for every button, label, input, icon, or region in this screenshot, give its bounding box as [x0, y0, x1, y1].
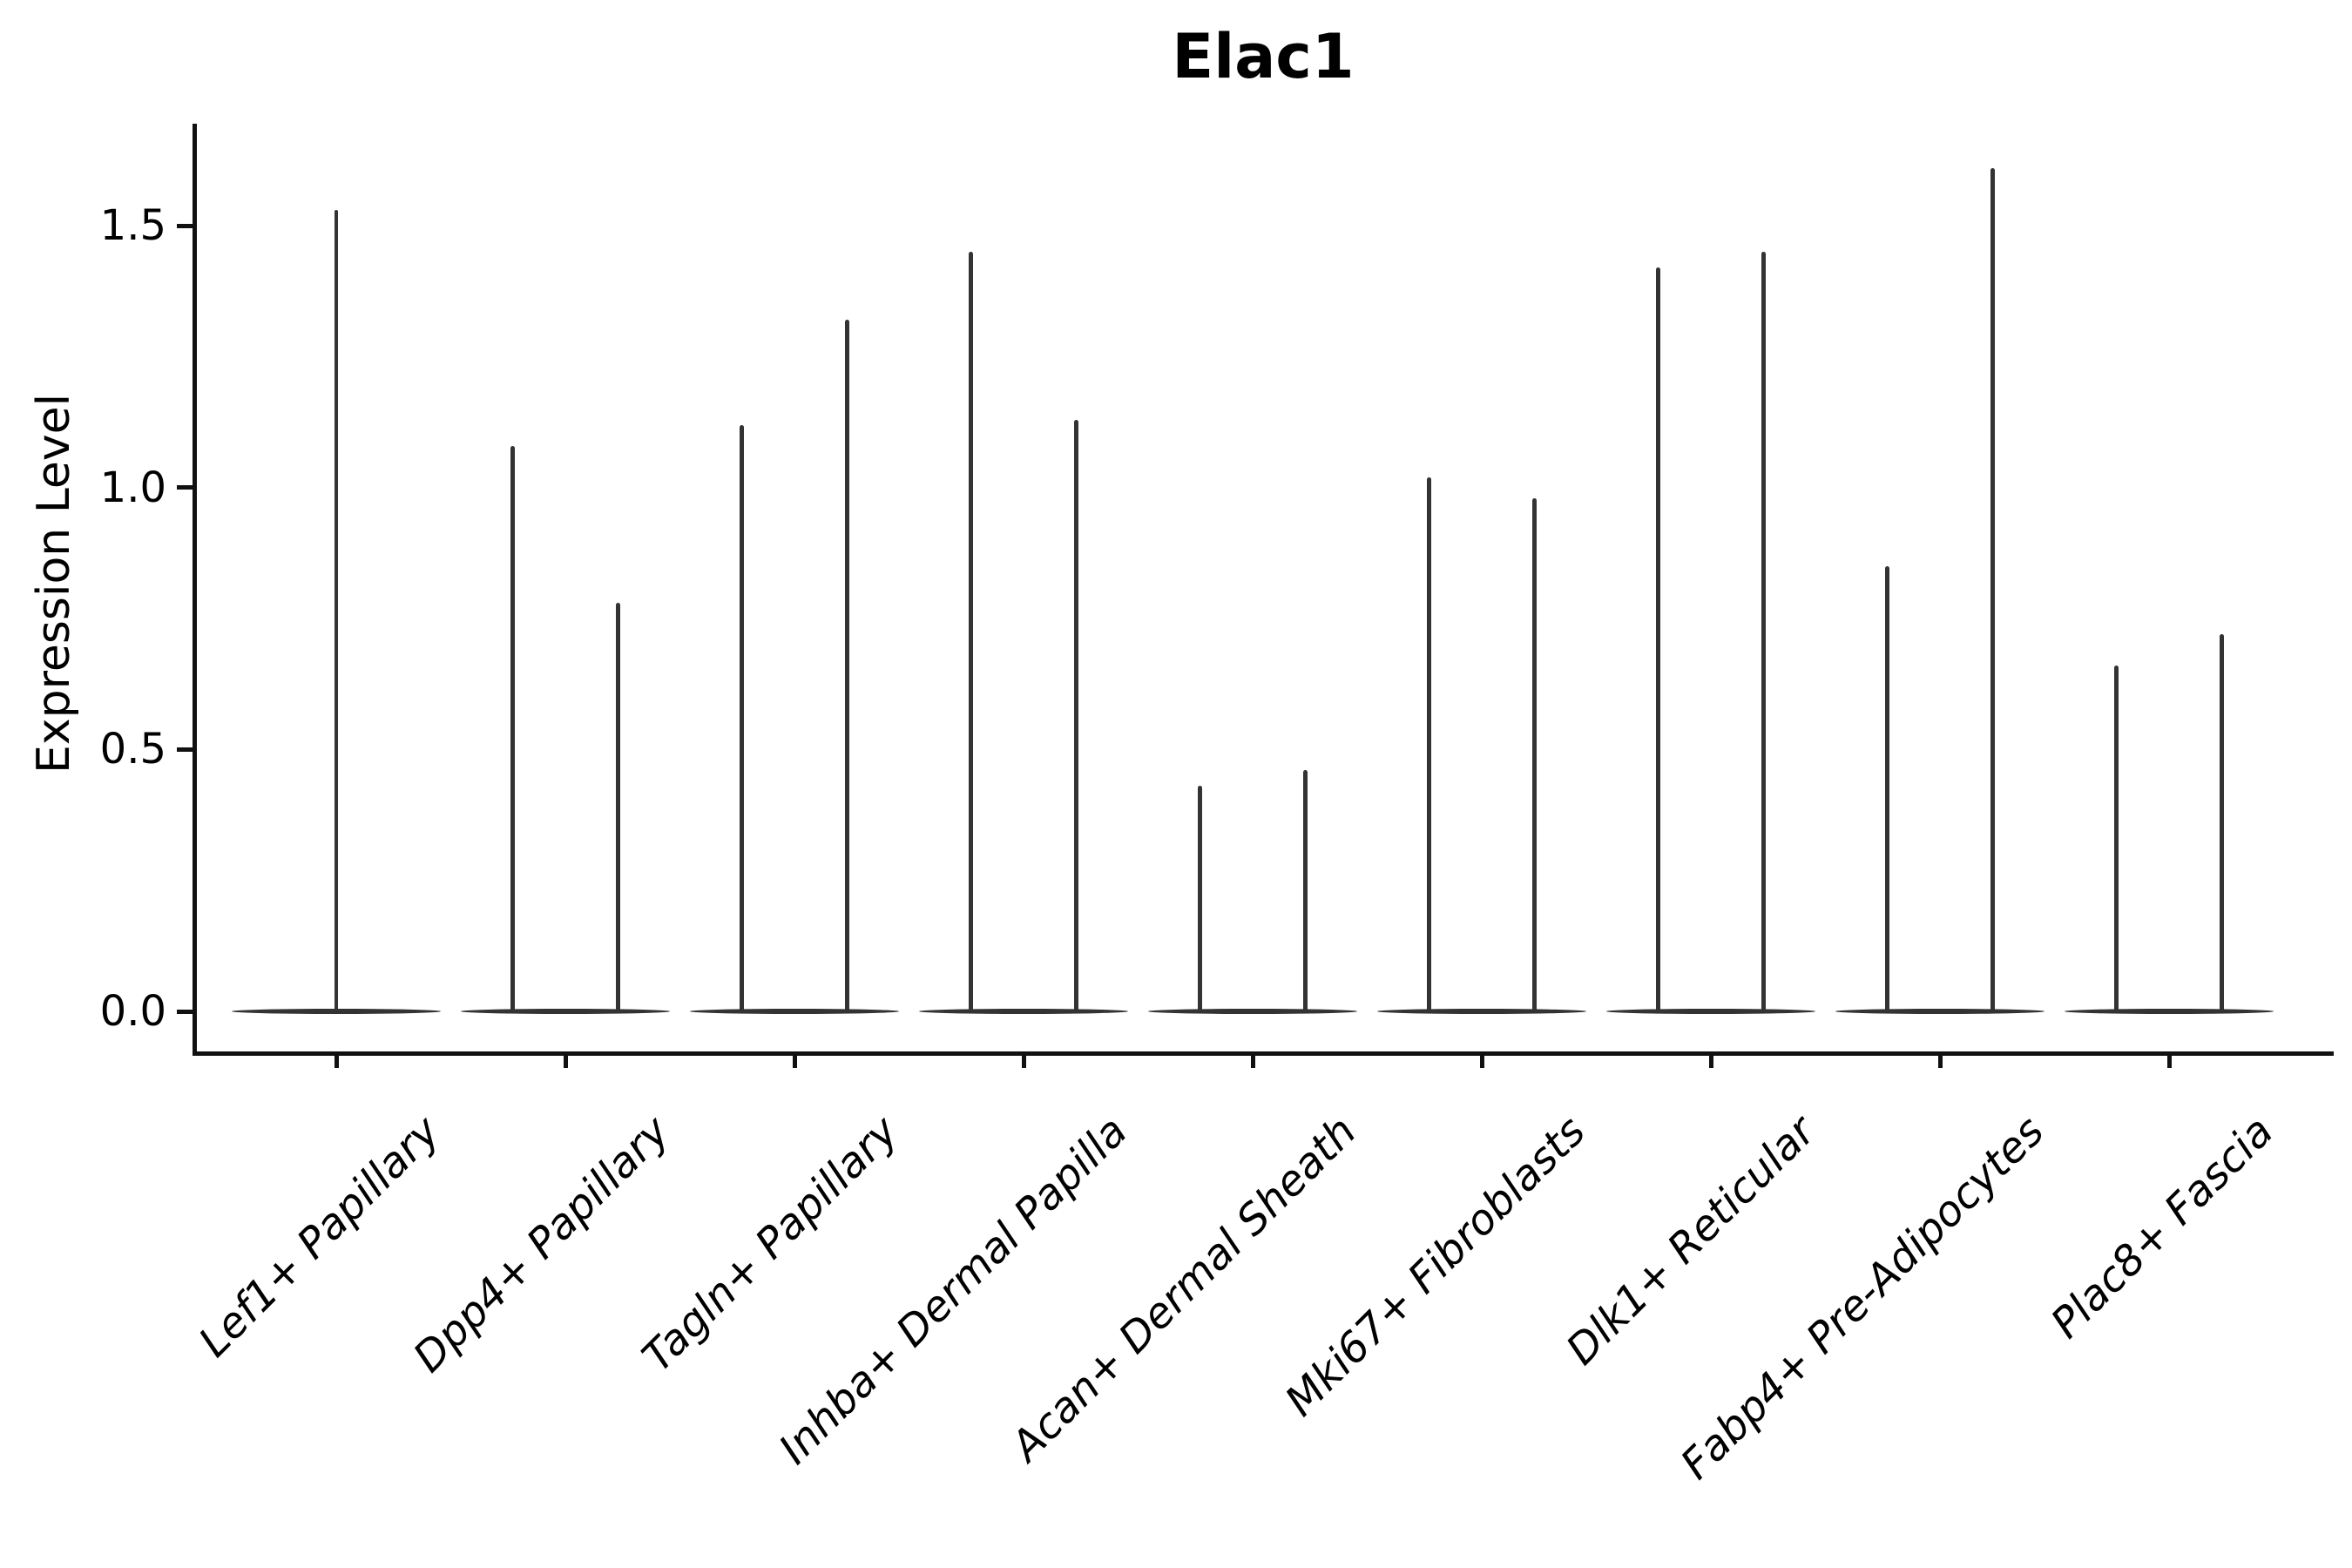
x-tick-label: Lef1+ Papillary — [190, 1106, 450, 1367]
y-axis-label: Expression Level — [28, 393, 80, 774]
x-tick — [1250, 1056, 1255, 1068]
violin-needle — [334, 210, 339, 1013]
violin-needle — [1532, 497, 1537, 1013]
x-tick — [2166, 1056, 2172, 1068]
x-tick-label: Plac8+ Fascia — [2041, 1106, 2283, 1348]
y-tick-label: 0.0 — [99, 987, 166, 1036]
violin-needle — [1427, 476, 1431, 1013]
y-tick-label: 1.0 — [99, 463, 166, 512]
y-tick — [177, 747, 193, 752]
x-tick — [334, 1056, 339, 1068]
violin-needle — [2114, 666, 2119, 1013]
violin-needle — [1761, 252, 1766, 1013]
violin-base — [1377, 1009, 1586, 1014]
violin-needle — [2220, 634, 2224, 1013]
x-tick — [792, 1056, 797, 1068]
x-tick — [1937, 1056, 1943, 1068]
y-tick — [177, 1009, 193, 1014]
y-tick — [177, 223, 193, 228]
violin-base — [1606, 1009, 1815, 1014]
violin-base — [1835, 1009, 2044, 1014]
x-tick-label: Fabp4+ Pre-Adipocytes — [1671, 1106, 2054, 1490]
violin-base — [2065, 1009, 2274, 1014]
x-tick — [1021, 1056, 1026, 1068]
violin-needle — [616, 602, 620, 1013]
violin-needle — [1303, 770, 1308, 1013]
y-tick-label: 0.5 — [99, 725, 166, 774]
x-axis-spine — [193, 1051, 2334, 1056]
violin-needle — [1198, 786, 1202, 1013]
x-tick-label: Dpp4+ Papillary — [403, 1106, 679, 1382]
violin-base — [919, 1009, 1128, 1014]
x-tick-label: Tagln+ Papillary — [632, 1106, 909, 1382]
violin-needle — [510, 445, 515, 1013]
violin-needle — [845, 320, 849, 1013]
x-tick — [1479, 1056, 1484, 1068]
violin-needle — [1990, 167, 1995, 1013]
x-tick — [1708, 1056, 1713, 1068]
violin-base — [1148, 1009, 1357, 1014]
x-tick-label: Dlk1+ Reticular — [1556, 1106, 1825, 1375]
y-tick-label: 1.5 — [99, 201, 166, 251]
chart-title: Elac1 — [1172, 21, 1355, 92]
x-tick — [563, 1056, 568, 1068]
violin-needle — [969, 252, 973, 1013]
violin-base — [690, 1009, 899, 1014]
violin-needle — [1885, 565, 1889, 1013]
y-tick — [177, 485, 193, 490]
violin-needle — [1656, 267, 1660, 1013]
violin-base — [461, 1009, 670, 1014]
y-axis-spine — [193, 124, 197, 1056]
violin-needle — [740, 424, 744, 1013]
violin-needle — [1074, 419, 1078, 1013]
